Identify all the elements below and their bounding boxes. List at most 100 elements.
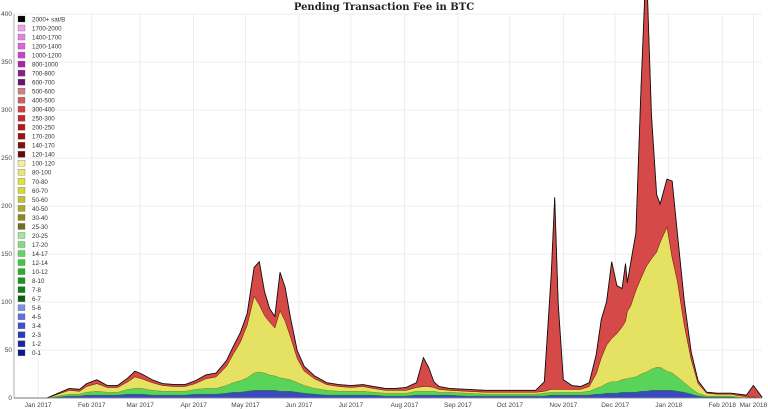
x-tick-label: Jul 2017 [339, 402, 364, 409]
y-tick-label: 300 [1, 107, 12, 114]
legend-label: 800-1000 [32, 62, 59, 69]
legend-swatch [17, 241, 26, 248]
legend-label: 12-14 [32, 260, 48, 267]
legend-label: 6-7 [32, 296, 42, 303]
x-tick-label: Apr 2017 [180, 402, 207, 409]
y-tick-label: 400 [1, 11, 12, 18]
y-tick-label: 50 [5, 347, 13, 354]
legend-swatch [17, 142, 26, 149]
x-tick-label: Oct 2017 [497, 402, 524, 409]
legend-label: 140-170 [32, 143, 55, 150]
legend-swatch [17, 115, 26, 122]
legend-swatch [17, 340, 26, 347]
y-tick-label: 100 [1, 299, 12, 306]
legend-label: 80-100 [32, 170, 52, 177]
legend-swatch [17, 196, 26, 203]
legend-label: 8-10 [32, 278, 45, 285]
legend-swatch [17, 331, 26, 338]
legend-label: 300-400 [32, 107, 55, 114]
legend-label: 7-8 [32, 287, 42, 294]
legend-label: 700-800 [32, 71, 55, 78]
x-tick-label: Feb 2018 [709, 402, 737, 409]
x-tick-label: Jan 2018 [655, 402, 682, 409]
legend-label: 4-5 [32, 314, 42, 321]
legend-label: 10-12 [32, 269, 48, 276]
legend-swatch [17, 51, 26, 59]
legend-swatch [17, 88, 26, 95]
legend-label: 60-70 [32, 188, 48, 195]
legend-swatch [17, 124, 26, 131]
legend-label: 25-30 [32, 224, 48, 231]
legend-label: 400-500 [32, 98, 55, 105]
y-tick-label: 350 [1, 59, 12, 66]
legend-swatch [17, 268, 26, 275]
legend: 2000+ sat/B 1700-2000 1400-1700 1200-1400 10… [17, 15, 65, 357]
x-tick-label: Jun 2017 [286, 402, 313, 409]
legend-swatch [17, 33, 26, 41]
total-outline [14, 0, 763, 399]
legend-swatch [17, 304, 26, 311]
legend-swatch [17, 42, 26, 50]
legend-label: 250-300 [32, 116, 55, 123]
legend-swatch [17, 60, 26, 68]
y-tick-label: 200 [1, 203, 12, 210]
legend-swatch [17, 295, 26, 302]
legend-swatch [17, 169, 26, 176]
legend-label: 14-17 [32, 251, 48, 258]
x-tick-label: Aug 2017 [390, 402, 418, 409]
legend-label: 100-120 [32, 161, 55, 168]
plot-area [14, 0, 763, 399]
x-tick-label: May 2017 [231, 402, 260, 409]
legend-swatch [17, 277, 26, 284]
x-tick-label: Jan 2017 [25, 402, 52, 409]
legend-swatch [17, 106, 26, 113]
legend-swatch [17, 15, 26, 23]
legend-label: 2-3 [32, 332, 42, 339]
axes: 0 50 100 150 200 250 300 350 400 Jan 2017 Feb 2017… [1, 11, 767, 409]
legend-label: 50-60 [32, 197, 48, 204]
legend-swatch [17, 205, 26, 212]
x-tick-label: Sep 2017 [444, 402, 472, 409]
x-tick-label: Mar 2017 [126, 402, 154, 409]
legend-label: 0-1 [32, 350, 42, 357]
x-tick-label: Nov 2017 [549, 402, 577, 409]
legend-label: 5-6 [32, 305, 42, 312]
legend-swatch [17, 250, 26, 257]
legend-label: 170-200 [32, 134, 55, 141]
legend-swatch [17, 214, 26, 221]
legend-label: 30-40 [32, 215, 48, 222]
legend-label: 3-4 [32, 323, 42, 330]
legend-swatch [17, 151, 26, 158]
x-tick-label: Feb 2017 [78, 402, 106, 409]
legend-swatch [17, 97, 26, 104]
legend-swatch [17, 349, 26, 356]
x-tick-label: Dec 2017 [601, 402, 629, 409]
legend-swatch [17, 259, 26, 266]
chart-title: Pending Transaction Fee in BTC [294, 2, 474, 13]
legend-label: 1400-1700 [32, 34, 62, 41]
legend-swatch [17, 24, 26, 32]
y-tick-label: 250 [1, 155, 12, 162]
legend-swatch [17, 286, 26, 293]
legend-swatch [17, 313, 26, 320]
legend-swatch [17, 223, 26, 230]
legend-swatch [17, 322, 26, 329]
legend-swatch [17, 69, 26, 77]
legend-label: 500-600 [32, 89, 55, 96]
legend-swatch [17, 160, 26, 167]
legend-label: 20-25 [32, 233, 48, 240]
legend-label: 1-2 [32, 341, 42, 348]
legend-swatch [17, 178, 26, 185]
legend-label: 2000+ sat/B [32, 16, 65, 23]
legend-label: 40-50 [32, 206, 48, 213]
legend-label: 17-20 [32, 242, 48, 249]
legend-label: 120-140 [32, 152, 55, 159]
legend-label: 1700-2000 [32, 25, 62, 32]
legend-label: 70-80 [32, 179, 48, 186]
y-tick-label: 0 [8, 395, 12, 402]
legend-label: 1000-1200 [32, 52, 62, 59]
x-tick-label: Mar 2018 [740, 402, 768, 409]
legend-swatch [17, 232, 26, 239]
legend-label: 1200-1400 [32, 43, 62, 50]
